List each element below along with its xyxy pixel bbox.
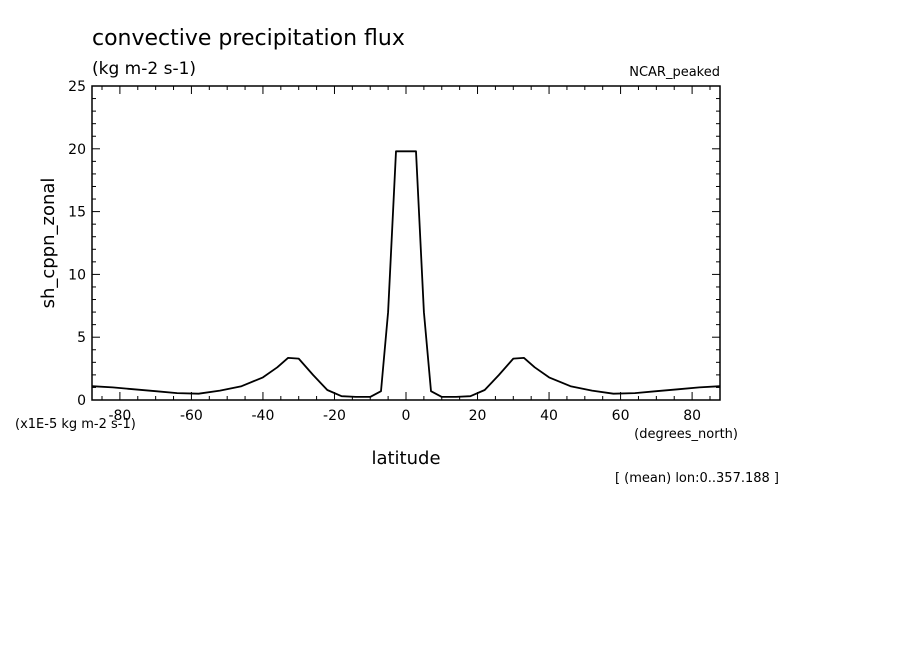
y-tick-label: 25 <box>68 79 86 95</box>
y-tick-label: 20 <box>68 142 86 158</box>
series-line <box>91 150 721 398</box>
x-tick-label: 40 <box>540 408 558 424</box>
x-tick-label: 80 <box>683 408 701 424</box>
x-tick-label: -80 <box>108 408 131 424</box>
y-tick-label: 5 <box>77 330 86 346</box>
footnote: [ (mean) lon:0..357.188 ] <box>615 471 779 486</box>
y-tick-label: 0 <box>77 393 86 409</box>
experiment-label: NCAR_peaked <box>629 65 720 80</box>
x-tick-label: -60 <box>180 408 203 424</box>
chart-units: (kg m-2 s-1) <box>92 59 196 79</box>
x-tick-label: -40 <box>252 408 275 424</box>
y-tick-label: 15 <box>68 205 86 221</box>
chart-title: convective precipitation flux <box>92 26 405 51</box>
x-tick-label: 20 <box>469 408 487 424</box>
y-tick-labels: 0 5 10 15 20 25 <box>68 79 86 409</box>
y-axis-label: sh_cppn_zonal <box>38 178 59 309</box>
plot-frame <box>91 85 721 401</box>
x-tick-labels: -80 -60 -40 -20 0 20 40 60 80 <box>108 408 701 424</box>
y-tick-label: 10 <box>68 267 86 283</box>
x-tick-label: 60 <box>612 408 630 424</box>
x-units-label: (degrees_north) <box>634 427 738 442</box>
x-axis-label: latitude <box>371 448 440 469</box>
tick-marks <box>92 85 720 401</box>
x-tick-label: -20 <box>323 408 346 424</box>
x-tick-label: 0 <box>402 408 411 424</box>
y-scale-note: (x1E-5 kg m-2 s-1) <box>15 417 136 432</box>
